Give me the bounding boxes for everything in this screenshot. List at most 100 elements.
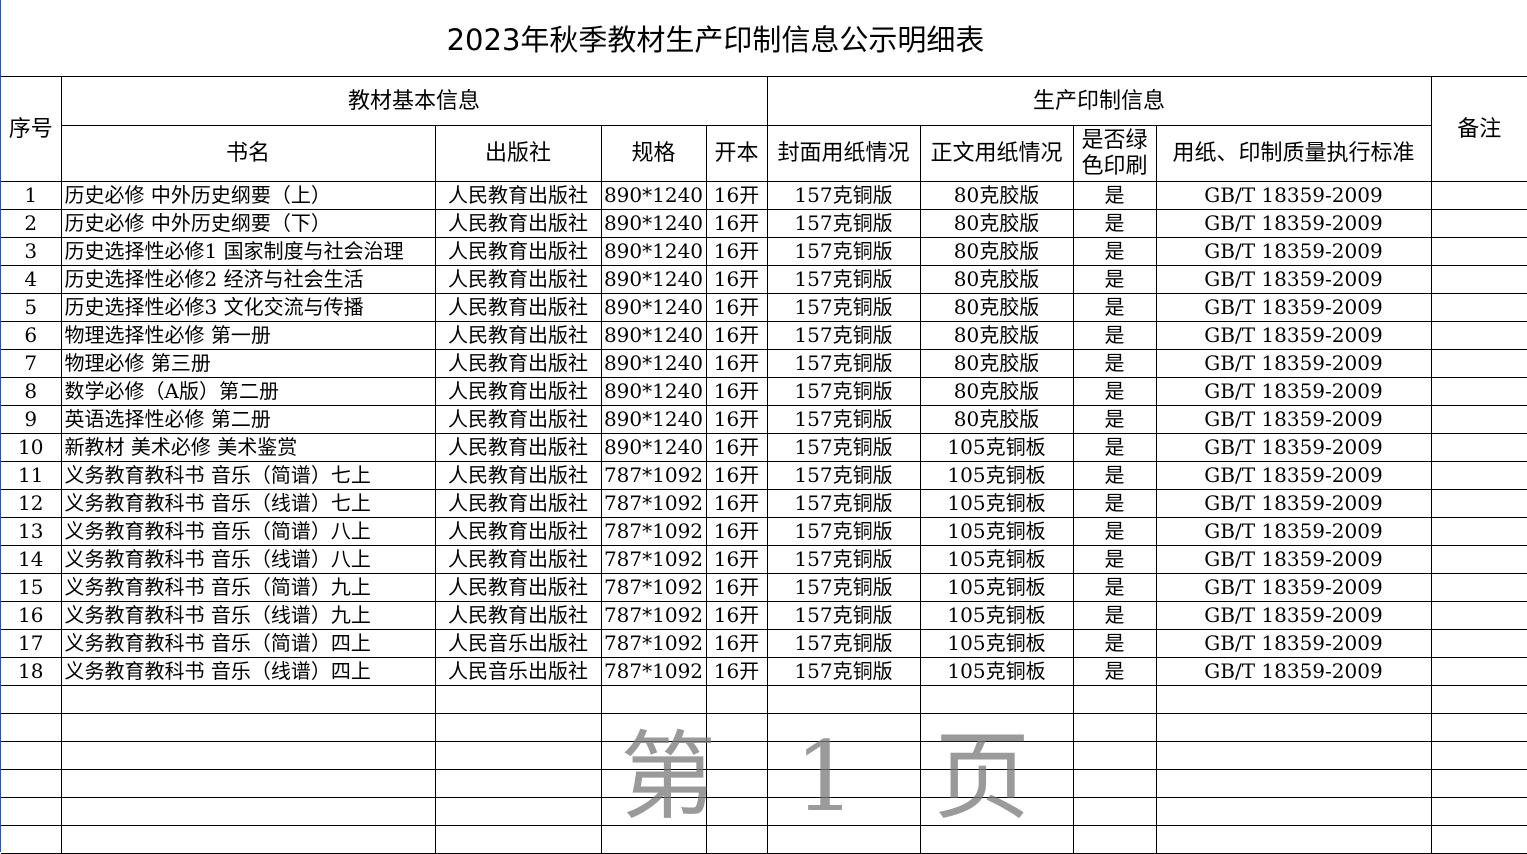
cell-book-name[interactable]: 义务教育教科书 音乐（线谱）九上: [60, 601, 436, 630]
cell-green-print[interactable]: 是: [1072, 433, 1157, 462]
cell-body-paper[interactable]: 105克铜板: [919, 517, 1074, 546]
empty-cell[interactable]: [919, 685, 1074, 714]
cell-publisher[interactable]: 人民教育出版社: [434, 237, 602, 266]
cell-green-print[interactable]: 是: [1072, 209, 1157, 238]
cell-standard[interactable]: GB/T 18359-2009: [1155, 293, 1432, 322]
empty-cell[interactable]: [919, 825, 1074, 854]
empty-cell[interactable]: [1072, 797, 1157, 826]
cell-book-name[interactable]: 义务教育教科书 音乐（线谱）七上: [60, 489, 436, 518]
cell-green-print[interactable]: 是: [1072, 629, 1157, 658]
empty-cell[interactable]: [1155, 741, 1432, 770]
cell-body-paper[interactable]: 105克铜板: [919, 489, 1074, 518]
empty-cell[interactable]: [766, 741, 921, 770]
cell-cover-paper[interactable]: 157克铜版: [766, 237, 921, 266]
cell-publisher[interactable]: 人民教育出版社: [434, 573, 602, 602]
cell-green-print[interactable]: 是: [1072, 321, 1157, 350]
cell-spec[interactable]: 890*1240: [600, 433, 707, 462]
cell-remark[interactable]: [1430, 573, 1527, 602]
cell-body-paper[interactable]: 105克铜板: [919, 545, 1074, 574]
cell-publisher[interactable]: 人民教育出版社: [434, 321, 602, 350]
empty-cell[interactable]: [705, 797, 768, 826]
cell-book-name[interactable]: 数学必修（A版）第二册: [60, 377, 436, 406]
cell-spec[interactable]: 787*1092: [600, 461, 707, 490]
cell-format[interactable]: 16开: [705, 209, 768, 238]
cell-standard[interactable]: GB/T 18359-2009: [1155, 237, 1432, 266]
empty-cell[interactable]: [705, 825, 768, 854]
cell-standard[interactable]: GB/T 18359-2009: [1155, 573, 1432, 602]
cell-cover-paper[interactable]: 157克铜版: [766, 573, 921, 602]
cell-green-print[interactable]: 是: [1072, 181, 1157, 210]
cell-book-name[interactable]: 义务教育教科书 音乐（简谱）四上: [60, 629, 436, 658]
empty-cell[interactable]: [434, 685, 602, 714]
cell-seq[interactable]: 6: [1, 321, 62, 350]
cell-format[interactable]: 16开: [705, 237, 768, 266]
cell-standard[interactable]: GB/T 18359-2009: [1155, 517, 1432, 546]
empty-cell[interactable]: [434, 825, 602, 854]
cell-green-print[interactable]: 是: [1072, 545, 1157, 574]
cell-remark[interactable]: [1430, 461, 1527, 490]
cell-body-paper[interactable]: 80克胶版: [919, 237, 1074, 266]
cell-book-name[interactable]: 物理选择性必修 第一册: [60, 321, 436, 350]
cell-cover-paper[interactable]: 157克铜版: [766, 293, 921, 322]
cell-cover-paper[interactable]: 157克铜版: [766, 209, 921, 238]
empty-cell[interactable]: [1072, 769, 1157, 798]
cell-cover-paper[interactable]: 157克铜版: [766, 489, 921, 518]
cell-book-name[interactable]: 义务教育教科书 音乐（简谱）八上: [60, 517, 436, 546]
cell-body-paper[interactable]: 105克铜板: [919, 461, 1074, 490]
cell-body-paper[interactable]: 80克胶版: [919, 209, 1074, 238]
cell-body-paper[interactable]: 80克胶版: [919, 265, 1074, 294]
empty-cell[interactable]: [1, 769, 62, 798]
cell-standard[interactable]: GB/T 18359-2009: [1155, 265, 1432, 294]
cell-seq[interactable]: 17: [1, 629, 62, 658]
cell-book-name[interactable]: 历史选择性必修3 文化交流与传播: [60, 293, 436, 322]
empty-cell[interactable]: [60, 685, 436, 714]
cell-cover-paper[interactable]: 157克铜版: [766, 405, 921, 434]
empty-cell[interactable]: [1, 713, 62, 742]
empty-cell[interactable]: [705, 741, 768, 770]
cell-seq[interactable]: 15: [1, 573, 62, 602]
cell-spec[interactable]: 890*1240: [600, 209, 707, 238]
cell-format[interactable]: 16开: [705, 573, 768, 602]
cell-seq[interactable]: 7: [1, 349, 62, 378]
cell-publisher[interactable]: 人民教育出版社: [434, 405, 602, 434]
empty-cell[interactable]: [1072, 685, 1157, 714]
cell-body-paper[interactable]: 105克铜板: [919, 433, 1074, 462]
empty-cell[interactable]: [600, 797, 707, 826]
empty-cell[interactable]: [1430, 825, 1527, 854]
cell-format[interactable]: 16开: [705, 489, 768, 518]
cell-format[interactable]: 16开: [705, 433, 768, 462]
cell-seq[interactable]: 12: [1, 489, 62, 518]
cell-seq[interactable]: 4: [1, 265, 62, 294]
cell-standard[interactable]: GB/T 18359-2009: [1155, 209, 1432, 238]
cell-seq[interactable]: 5: [1, 293, 62, 322]
cell-publisher[interactable]: 人民教育出版社: [434, 545, 602, 574]
cell-format[interactable]: 16开: [705, 265, 768, 294]
empty-cell[interactable]: [60, 713, 436, 742]
cell-book-name[interactable]: 历史选择性必修2 经济与社会生活: [60, 265, 436, 294]
cell-format[interactable]: 16开: [705, 629, 768, 658]
cell-book-name[interactable]: 义务教育教科书 音乐（线谱）四上: [60, 657, 436, 686]
cell-spec[interactable]: 787*1092: [600, 601, 707, 630]
empty-cell[interactable]: [705, 685, 768, 714]
cell-publisher[interactable]: 人民教育出版社: [434, 517, 602, 546]
empty-cell[interactable]: [600, 685, 707, 714]
cell-book-name[interactable]: 历史选择性必修1 国家制度与社会治理: [60, 237, 436, 266]
cell-book-name[interactable]: 英语选择性必修 第二册: [60, 405, 436, 434]
cell-body-paper[interactable]: 105克铜板: [919, 601, 1074, 630]
empty-cell[interactable]: [1430, 769, 1527, 798]
empty-cell[interactable]: [1430, 741, 1527, 770]
cell-body-paper[interactable]: 80克胶版: [919, 321, 1074, 350]
empty-cell[interactable]: [705, 769, 768, 798]
cell-spec[interactable]: 787*1092: [600, 629, 707, 658]
cell-format[interactable]: 16开: [705, 349, 768, 378]
cell-book-name[interactable]: 新教材 美术必修 美术鉴赏: [60, 433, 436, 462]
cell-publisher[interactable]: 人民教育出版社: [434, 489, 602, 518]
cell-format[interactable]: 16开: [705, 601, 768, 630]
cell-spec[interactable]: 890*1240: [600, 293, 707, 322]
cell-green-print[interactable]: 是: [1072, 601, 1157, 630]
cell-seq[interactable]: 2: [1, 209, 62, 238]
empty-cell[interactable]: [1155, 769, 1432, 798]
empty-cell[interactable]: [434, 769, 602, 798]
empty-cell[interactable]: [600, 741, 707, 770]
cell-format[interactable]: 16开: [705, 321, 768, 350]
